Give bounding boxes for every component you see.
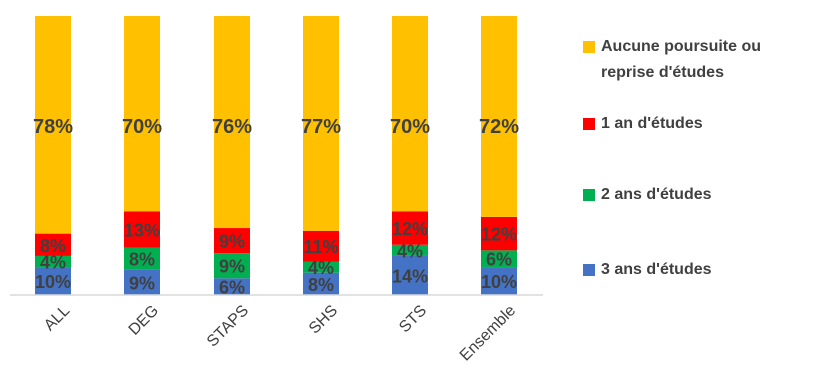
data-label-staps-1-an-d-etudes: 9%	[219, 232, 245, 252]
data-label-all-2-ans-d-etudes: 4%	[40, 253, 66, 273]
x-tick-label-all: ALL	[41, 302, 73, 334]
legend-label-aucune: Aucune poursuite ou reprise d'études	[601, 38, 761, 81]
legend-item-aucune: Aucune poursuite ou reprise d'études	[583, 34, 811, 86]
bar-shs-3-ans-d-etudes	[303, 272, 339, 295]
legend-swatch-2-ans	[583, 189, 595, 201]
bar-ensemble-aucune-poursuite-ou-reprise-d-etudes	[481, 16, 517, 217]
bar-ensemble-2-ans-d-etudes	[481, 250, 517, 268]
bar-staps-2-ans-d-etudes	[214, 253, 250, 279]
bar-all-2-ans-d-etudes	[35, 255, 71, 268]
bar-ensemble-1-an-d-etudes	[481, 216, 517, 251]
legend-label-2-ans: 2 ans d'études	[601, 186, 712, 203]
legend-swatch-1-an	[583, 118, 595, 130]
bar-all-1-an-d-etudes	[35, 233, 71, 256]
legend-item-3-ans: 3 ans d'études	[583, 257, 811, 283]
x-tick-labels-group: ALL DEG STAPS SHS STS Ensemble	[41, 302, 519, 364]
bar-all-3-ans-d-etudes	[35, 267, 71, 295]
bar-ensemble-3-ans-d-etudes	[481, 267, 517, 295]
data-label-ensemble-2-ans-d-etudes: 6%	[486, 250, 512, 270]
x-tick-label-deg: DEG	[126, 302, 163, 339]
bar-sts-3-ans-d-etudes	[392, 255, 428, 295]
x-tick-label-staps: STAPS	[204, 302, 252, 350]
legend-item-2-ans: 2 ans d'études	[583, 182, 811, 208]
bar-deg-1-an-d-etudes	[124, 211, 160, 248]
x-tick-label-ensemble: Ensemble	[457, 302, 519, 364]
data-label-deg-1-an-d-etudes: 13%	[124, 220, 160, 240]
bar-deg-2-ans-d-etudes	[124, 247, 160, 270]
data-label-all-aucune-poursuite-ou-reprise-d-etudes: 78%	[33, 116, 73, 138]
legend-swatch-3-ans	[583, 264, 595, 276]
bar-shs-2-ans-d-etudes	[303, 261, 339, 273]
bar-deg-aucune-poursuite-ou-reprise-d-etudes	[124, 16, 160, 212]
data-label-staps-aucune-poursuite-ou-reprise-d-etudes: 76%	[212, 116, 252, 138]
data-label-sts-3-ans-d-etudes: 14%	[392, 266, 428, 286]
bar-deg-3-ans-d-etudes	[124, 269, 160, 295]
data-label-shs-1-an-d-etudes: 11%	[303, 237, 338, 257]
data-label-shs-2-ans-d-etudes: 4%	[308, 258, 334, 278]
bar-all-aucune-poursuite-ou-reprise-d-etudes	[35, 16, 71, 234]
data-labels-group: 10%4%8%78%9%8%13%70%6%9%9%76%8%4%11%77%1…	[33, 116, 519, 298]
data-label-sts-aucune-poursuite-ou-reprise-d-etudes: 70%	[390, 116, 430, 138]
data-label-ensemble-aucune-poursuite-ou-reprise-d-etudes: 72%	[479, 116, 519, 138]
data-label-sts-1-an-d-etudes: 12%	[392, 219, 428, 239]
data-label-deg-3-ans-d-etudes: 9%	[129, 273, 155, 293]
bar-staps-aucune-poursuite-ou-reprise-d-etudes	[214, 16, 250, 229]
data-label-staps-3-ans-d-etudes: 6%	[219, 278, 245, 298]
bars-group	[35, 16, 517, 295]
data-label-shs-3-ans-d-etudes: 8%	[308, 275, 334, 295]
legend-swatch-aucune	[583, 41, 595, 53]
x-tick-label-shs: SHS	[306, 302, 341, 337]
data-label-ensemble-3-ans-d-etudes: 10%	[481, 272, 517, 292]
data-label-staps-2-ans-d-etudes: 9%	[219, 257, 245, 277]
data-label-deg-2-ans-d-etudes: 8%	[129, 250, 155, 270]
bar-staps-1-an-d-etudes	[214, 228, 250, 254]
data-label-all-3-ans-d-etudes: 10%	[35, 272, 71, 292]
bar-shs-aucune-poursuite-ou-reprise-d-etudes	[303, 16, 339, 231]
bar-sts-1-an-d-etudes	[392, 211, 428, 245]
data-label-deg-aucune-poursuite-ou-reprise-d-etudes: 70%	[122, 116, 162, 138]
legend-item-1-an: 1 an d'études	[583, 111, 811, 137]
bar-sts-2-ans-d-etudes	[392, 244, 428, 256]
legend-label-3-ans: 3 ans d'études	[601, 261, 712, 278]
bar-staps-3-ans-d-etudes	[214, 278, 250, 295]
bar-sts-aucune-poursuite-ou-reprise-d-etudes	[392, 16, 428, 212]
data-label-ensemble-1-an-d-etudes: 12%	[481, 225, 517, 245]
x-tick-label-sts: STS	[396, 302, 430, 336]
bar-shs-1-an-d-etudes	[303, 230, 339, 262]
data-label-shs-aucune-poursuite-ou-reprise-d-etudes: 77%	[301, 116, 341, 138]
legend-label-1-an: 1 an d'études	[601, 115, 703, 132]
data-label-all-1-an-d-etudes: 8%	[40, 236, 66, 256]
data-label-sts-2-ans-d-etudes: 4%	[397, 241, 423, 261]
